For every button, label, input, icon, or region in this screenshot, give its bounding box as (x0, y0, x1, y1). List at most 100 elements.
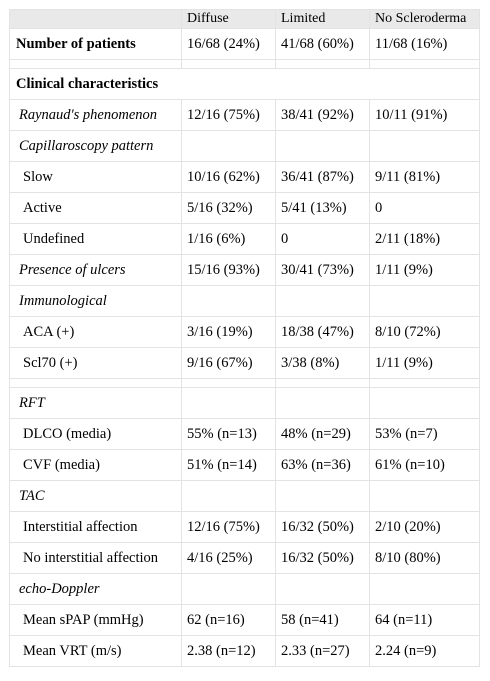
row-label: Immunological (9, 285, 182, 317)
header-row: Diffuse Limited No Scleroderma (9, 9, 480, 29)
no-scleroderma-value: 1/11 (9%) (369, 347, 480, 379)
table-row: Scl70 (+) 9/16 (67%) 3/38 (8%) 1/11 (9%) (9, 347, 480, 379)
diffuse-value: 16/68 (24%) (181, 28, 276, 60)
diffuse-value (181, 387, 276, 419)
table-row: DLCO (media) 55% (n=13) 48% (n=29) 53% (n=7… (9, 418, 480, 450)
row-label: Slow (9, 161, 182, 193)
row-label: RFT (9, 387, 182, 419)
limited-value: 16/32 (50%) (275, 542, 370, 574)
table-row: Presence of ulcers 15/16 (93%) 30/41 (73%)… (9, 254, 480, 286)
row-label: Undefined (9, 223, 182, 255)
no-scleroderma-value (369, 573, 480, 605)
limited-value: 5/41 (13%) (275, 192, 370, 224)
no-scleroderma-value: 2/10 (20%) (369, 511, 480, 543)
no-scleroderma-value (369, 130, 480, 162)
table-row: Immunological (9, 285, 480, 317)
no-scleroderma-value: 0 (369, 192, 480, 224)
limited-value: 2.33 (n=27) (275, 635, 370, 667)
limited-value: 58 (n=41) (275, 604, 370, 636)
table-row: Mean VRT (m/s) 2.38 (n=12) 2.33 (n=27) 2.24… (9, 635, 480, 667)
no-scleroderma-value: 2.24 (n=9) (369, 635, 480, 667)
header-cell-no-scleroderma: No Scleroderma (369, 9, 480, 29)
diffuse-value: 3/16 (19%) (181, 316, 276, 348)
limited-value: 16/32 (50%) (275, 511, 370, 543)
diffuse-value (181, 573, 276, 605)
diffuse-value: 12/16 (75%) (181, 511, 276, 543)
diffuse-value: 1/16 (6%) (181, 223, 276, 255)
diffuse-value: 4/16 (25%) (181, 542, 276, 574)
limited-value: 30/41 (73%) (275, 254, 370, 286)
table-row: Capillaroscopy pattern (9, 130, 480, 162)
row-label: Capillaroscopy pattern (9, 130, 182, 162)
table-row: Slow 10/16 (62%) 36/41 (87%) 9/11 (81%) (9, 161, 480, 193)
diffuse-value: 10/16 (62%) (181, 161, 276, 193)
spacer-cell (369, 59, 480, 69)
row-label: Interstitial affection (9, 511, 182, 543)
spacer-cell (9, 378, 182, 388)
no-scleroderma-value: 9/11 (81%) (369, 161, 480, 193)
spacer-row (9, 59, 480, 69)
table-row: Raynaud's phenomenon 12/16 (75%) 38/41 (92… (9, 99, 480, 131)
row-label: Active (9, 192, 182, 224)
section-title: Clinical characteristics (9, 68, 480, 100)
diffuse-value: 15/16 (93%) (181, 254, 276, 286)
limited-value: 41/68 (60%) (275, 28, 370, 60)
limited-value: 0 (275, 223, 370, 255)
spacer-cell (181, 378, 276, 388)
row-label: echo-Doppler (9, 573, 182, 605)
limited-value (275, 285, 370, 317)
no-scleroderma-value: 53% (n=7) (369, 418, 480, 450)
header-cell-empty (9, 9, 182, 29)
spacer-cell (9, 59, 182, 69)
diffuse-value: 51% (n=14) (181, 449, 276, 481)
diffuse-value (181, 285, 276, 317)
diffuse-value: 62 (n=16) (181, 604, 276, 636)
spacer-cell (369, 378, 480, 388)
table-row: Undefined 1/16 (6%) 0 2/11 (18%) (9, 223, 480, 255)
diffuse-value: 55% (n=13) (181, 418, 276, 450)
no-scleroderma-value (369, 387, 480, 419)
spacer-cell (181, 59, 276, 69)
limited-value: 3/38 (8%) (275, 347, 370, 379)
limited-value (275, 480, 370, 512)
limited-value: 38/41 (92%) (275, 99, 370, 131)
no-scleroderma-value: 1/11 (9%) (369, 254, 480, 286)
diffuse-value: 9/16 (67%) (181, 347, 276, 379)
diffuse-value: 12/16 (75%) (181, 99, 276, 131)
row-label: ACA (+) (9, 316, 182, 348)
row-label: Scl70 (+) (9, 347, 182, 379)
clinical-characteristics-table: Diffuse Limited No Scleroderma Number of… (9, 9, 480, 667)
header-cell-limited: Limited (275, 9, 370, 29)
row-label: CVF (media) (9, 449, 182, 481)
limited-value: 18/38 (47%) (275, 316, 370, 348)
no-scleroderma-value: 8/10 (72%) (369, 316, 480, 348)
table-row: Number of patients 16/68 (24%) 41/68 (60%)… (9, 28, 480, 60)
diffuse-value: 2.38 (n=12) (181, 635, 276, 667)
table-row: TAC (9, 480, 480, 512)
table-row: No interstitial affection 4/16 (25%) 16/32… (9, 542, 480, 574)
no-scleroderma-value: 61% (n=10) (369, 449, 480, 481)
row-label: TAC (9, 480, 182, 512)
limited-value (275, 130, 370, 162)
table-row: Interstitial affection 12/16 (75%) 16/32 (… (9, 511, 480, 543)
row-label: No interstitial affection (9, 542, 182, 574)
spacer-cell (275, 378, 370, 388)
row-label: Raynaud's phenomenon (9, 99, 182, 131)
no-scleroderma-value: 10/11 (91%) (369, 99, 480, 131)
table-row: echo-Doppler (9, 573, 480, 605)
row-label: DLCO (media) (9, 418, 182, 450)
row-label: Mean sPAP (mmHg) (9, 604, 182, 636)
diffuse-value (181, 130, 276, 162)
no-scleroderma-value (369, 480, 480, 512)
spacer-cell (275, 59, 370, 69)
limited-value: 48% (n=29) (275, 418, 370, 450)
no-scleroderma-value: 2/11 (18%) (369, 223, 480, 255)
row-label: Mean VRT (m/s) (9, 635, 182, 667)
diffuse-value (181, 480, 276, 512)
section-header-row: Clinical characteristics (9, 68, 480, 100)
limited-value (275, 573, 370, 605)
table-body: Number of patients 16/68 (24%) 41/68 (60%)… (9, 28, 480, 667)
spacer-row (9, 378, 480, 388)
table-row: Mean sPAP (mmHg) 62 (n=16) 58 (n=41) 64 (n=… (9, 604, 480, 636)
limited-value: 63% (n=36) (275, 449, 370, 481)
